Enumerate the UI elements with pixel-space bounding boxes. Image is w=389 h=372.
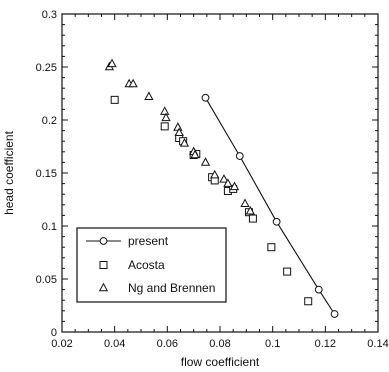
data-point-square [304,297,313,306]
data-point-triangle [200,157,211,166]
y-axis-title: head coefficient [2,130,16,215]
data-point-triangle [229,181,240,191]
data-point-triangle [160,106,170,115]
x-axis-title: flow coefficient [181,355,260,369]
x-tick-label: 0.14 [367,338,388,350]
data-point-triangle [161,112,171,122]
data-point-triangle [179,138,190,147]
y-tick-label: 0.15 [36,168,57,180]
data-point-triangle [219,174,229,183]
data-point-square [110,95,119,104]
y-tick-label: 0.25 [36,62,57,74]
data-point-circle [314,285,323,294]
data-point-triangle [240,198,250,208]
data-point-triangle [190,149,200,159]
legend-marker-present [99,237,108,245]
legend-label-present: present [128,234,169,248]
legend-label-acosta: Acosta [128,258,165,272]
y-tick-label: 0.1 [42,221,57,233]
data-point-triangle [223,178,233,187]
y-tick-label: 0 [51,327,57,339]
x-tick-label: 0.02 [51,338,72,350]
legend-marker-acosta [99,261,108,269]
y-tick-label: 0.2 [42,115,57,127]
axis-ticks [61,13,379,333]
data-point-circle [235,152,244,160]
data-point-circle [272,217,281,226]
legend-symbols [86,237,121,292]
data-point-square [283,267,292,276]
x-tick-label: 0.1 [265,338,280,350]
series-0 [201,93,339,318]
data-point-triangle [128,78,138,88]
series-layer [104,58,339,318]
x-tick-label: 0.04 [104,338,125,350]
data-point-triangle [210,169,220,179]
legend-label-ng-brennen: Ng and Brennen [128,281,215,295]
data-point-triangle [245,205,255,215]
data-point-square [267,243,276,252]
data-point-square [248,214,257,223]
legend-marker-ng-brennen [98,282,109,292]
axis-tick-labels: 0.02 0.04 0.06 0.08 0.1 0.12 0.14 0 0.05 0.1 0.15 0… [36,9,389,350]
legend: present Acosta Ng and Brennen [76,227,227,303]
data-point-circle [330,310,339,318]
y-tick-label: 0.3 [42,9,57,21]
data-point-square [160,122,169,131]
data-point-circle [201,93,210,102]
data-point-triangle [144,91,154,100]
data-point-triangle [173,122,183,131]
y-tick-label: 0.05 [36,274,57,286]
data-point-triangle [174,127,184,137]
x-tick-label: 0.08 [209,338,230,350]
series-2 [104,58,255,215]
x-tick-label: 0.12 [315,338,336,350]
x-tick-label: 0.06 [157,338,178,350]
data-point-triangle [107,58,117,68]
